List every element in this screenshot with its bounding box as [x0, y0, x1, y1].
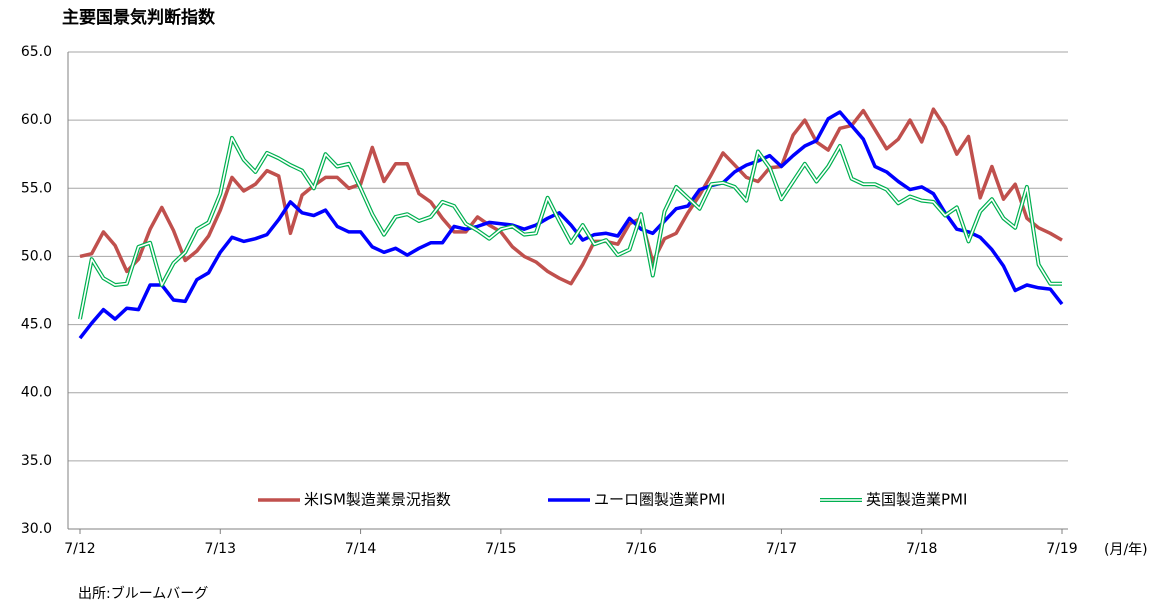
- x-tick-label: 7/18: [906, 541, 937, 557]
- series-line-inner: [79, 137, 1062, 320]
- series-line: [78, 110, 1064, 340]
- y-tick-label: 45.0: [21, 317, 52, 333]
- x-tick-label: 7/12: [64, 541, 95, 557]
- y-tick-label: 35.0: [21, 453, 52, 469]
- series-line: [78, 135, 1062, 320]
- x-tick-label: 7/17: [766, 541, 797, 557]
- y-tick-label: 30.0: [21, 521, 52, 537]
- y-tick-label: 60.0: [21, 112, 52, 128]
- x-tick-label: 7/15: [485, 541, 516, 557]
- source-note: 出所:ブルームバーグ: [78, 585, 208, 602]
- y-tick-label: 65.0: [21, 44, 52, 60]
- x-tick-label: 7/14: [345, 541, 377, 557]
- x-axis-label: (月/年): [1104, 542, 1148, 558]
- legend-label: 英国製造業PMI: [866, 491, 967, 509]
- y-tick-label: 50.0: [21, 248, 52, 264]
- x-tick-label: 7/13: [205, 541, 236, 557]
- chart-title: 主要国景気判断指数: [62, 7, 216, 28]
- legend-label: 米ISM製造業景況指数: [304, 491, 451, 509]
- x-tick-label: 7/16: [625, 541, 657, 557]
- x-tick-label: 7/19: [1046, 541, 1077, 557]
- y-tick-label: 40.0: [21, 385, 52, 401]
- y-tick-label: 55.0: [21, 180, 52, 196]
- legend-label: ユーロ圏製造業PMI: [594, 491, 725, 509]
- series-line: [79, 107, 1063, 286]
